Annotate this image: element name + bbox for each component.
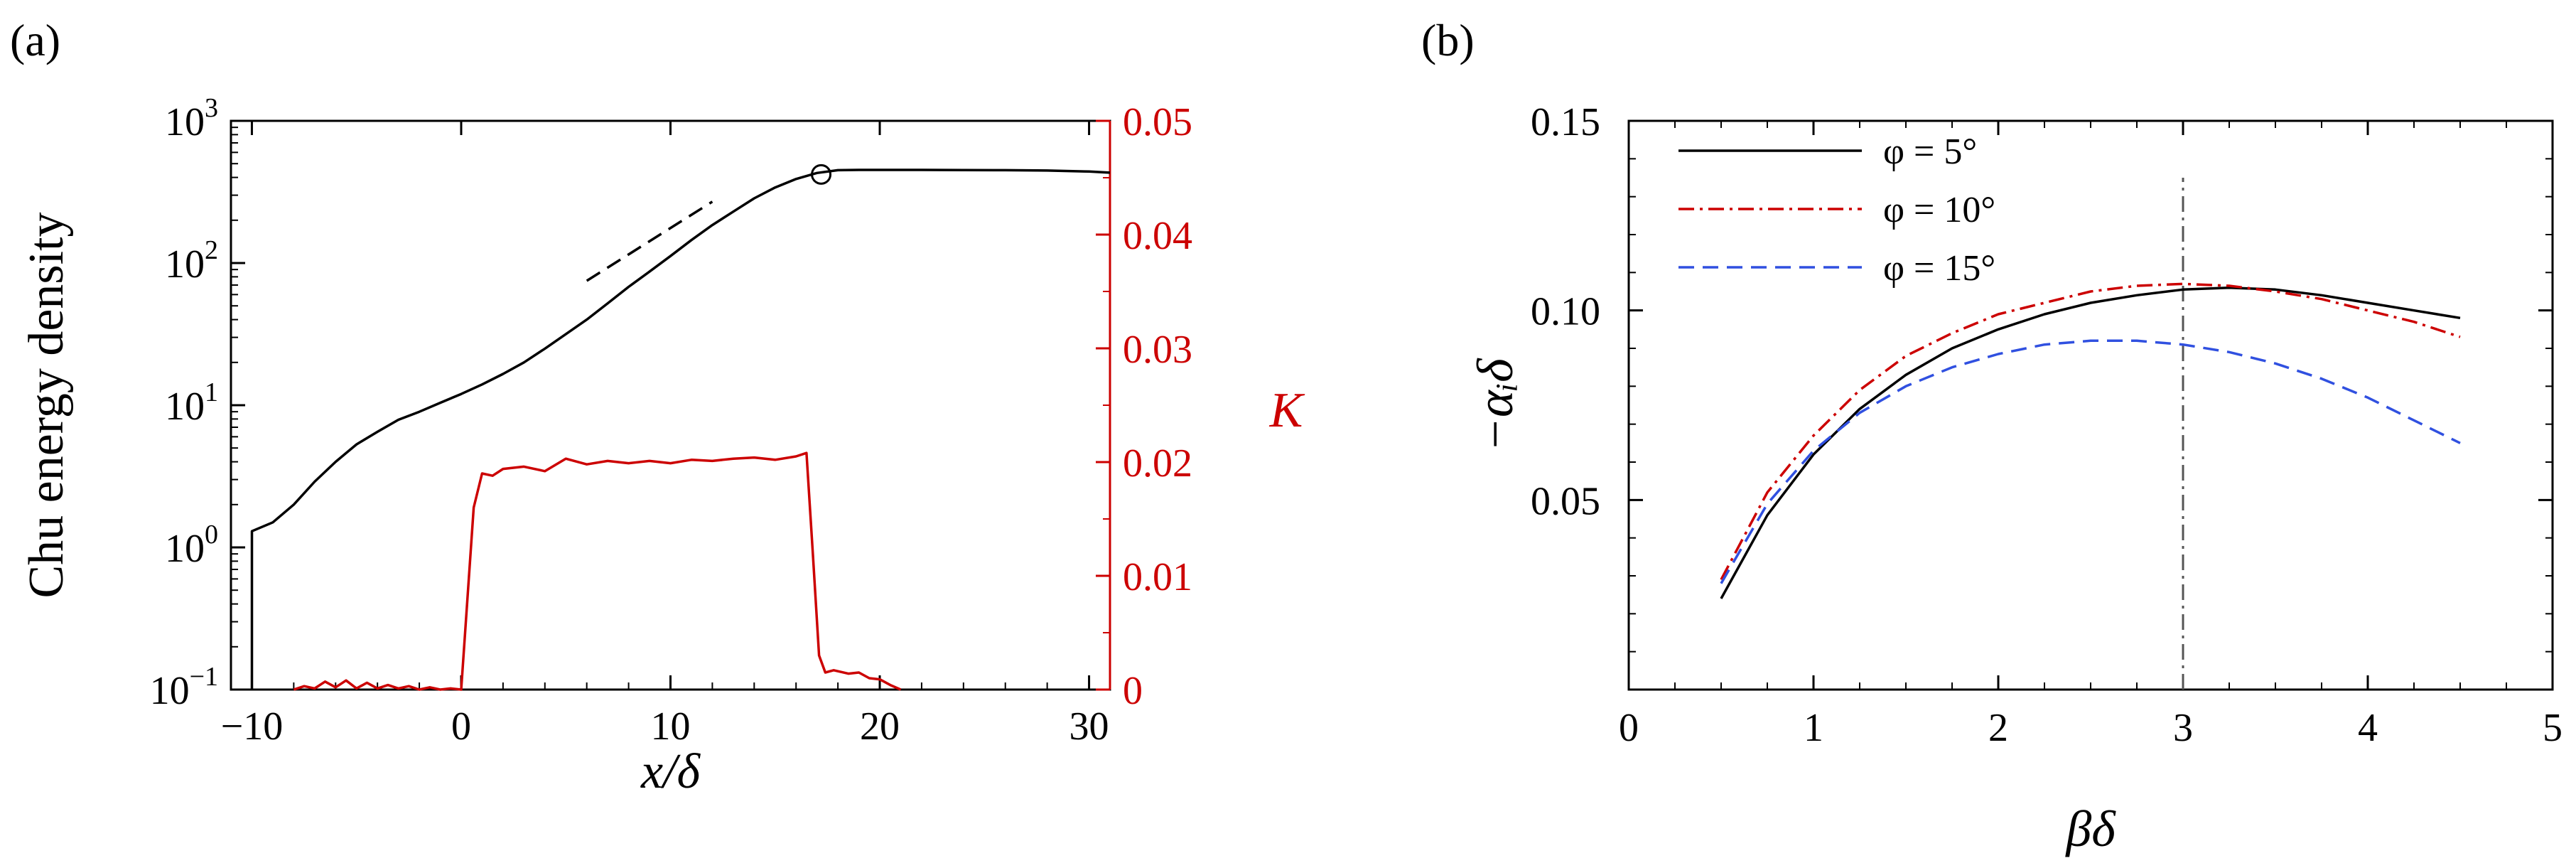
series-line-0 [250, 168, 1111, 690]
panel-a: (a) −10 0 10 20 30 10−1 100 101 102 103 0 0.01 0.02 0.… [10, 15, 1305, 799]
series-line-1 [293, 451, 902, 691]
legend-label-2: φ = 15° [1883, 248, 1995, 289]
x-tick-label: 5 [2543, 706, 2562, 750]
legend-label-0: φ = 5° [1883, 132, 1977, 172]
plot-frame [230, 119, 1111, 691]
y-axis-label: −αᵢδ [1467, 358, 1524, 452]
x-axis-label: βδ [2064, 800, 2116, 857]
series-line-2 [586, 200, 713, 282]
y-tick-label: 0.15 [1531, 100, 1600, 144]
x-tick-label: 2 [1988, 706, 2008, 750]
y-right-tick-label: 0 [1123, 669, 1143, 713]
y-right-tick-label: 0.02 [1123, 441, 1192, 486]
y-left-tick-label: 102 [165, 235, 218, 286]
x-tick-label: 0 [1619, 706, 1639, 750]
y-left-tick-label: 100 [165, 520, 218, 571]
x-tick-label: 20 [860, 704, 900, 749]
y-right-tick-label: 0.04 [1123, 214, 1192, 258]
y-right-tick-label: 0.01 [1123, 555, 1192, 599]
panel-b: (b) 0 1 2 3 4 5 0.05 0.10 0.15 −αᵢδ βδ φ = 5° φ = 10°… [1421, 15, 2562, 857]
circle-marker [811, 164, 832, 185]
x-tick-label: 3 [2173, 706, 2193, 750]
x-tick-label: 30 [1069, 704, 1109, 749]
y-tick-label: 0.10 [1531, 290, 1600, 334]
x-axis-label: x/δ [640, 744, 701, 799]
series-line-1 [1720, 282, 2461, 581]
x-tick-label: −10 [221, 704, 284, 749]
y-left-tick-label: 101 [165, 377, 218, 429]
panel-label: (b) [1421, 15, 1475, 65]
y-left-tick-label: 10−1 [150, 662, 218, 713]
y-left-tick-label: 103 [165, 93, 218, 144]
x-tick-label: 1 [1804, 706, 1823, 750]
series-line-0 [1720, 286, 2461, 599]
x-tick-label: 10 [651, 704, 691, 749]
x-tick-label: 4 [2358, 706, 2378, 750]
y-right-axis-label: K [1269, 383, 1305, 438]
y-right-tick-label: 0.05 [1123, 100, 1192, 144]
plot-frame [1627, 119, 2554, 691]
legend-label-1: φ = 10° [1883, 190, 1995, 230]
series-line-2 [1720, 339, 2461, 584]
x-tick-label: 0 [451, 704, 471, 749]
panel-label: (a) [10, 15, 60, 65]
y-tick-label: 0.05 [1531, 479, 1600, 523]
y-left-axis-label: Chu energy density [19, 212, 74, 598]
y-right-tick-label: 0.03 [1123, 328, 1192, 372]
